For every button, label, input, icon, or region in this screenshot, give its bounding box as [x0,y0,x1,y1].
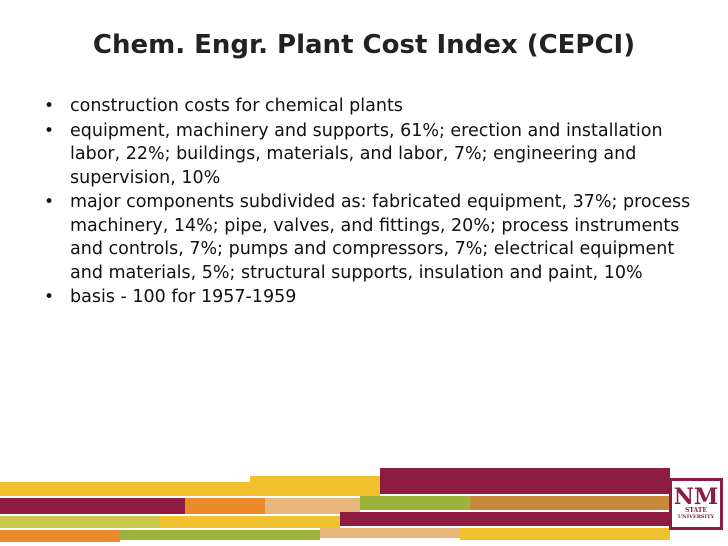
logo-line1: STATE [685,507,707,514]
stripe-gold [0,482,250,496]
bullet-text: major components subdivided as: fabricat… [70,192,691,283]
stripe-lime [0,516,160,528]
stripe-crimson [0,498,185,514]
logo-main-text: NM [673,484,719,510]
stripe-green [360,496,470,510]
bullet-item: • equipment, machinery and supports, 61%;… [42,120,702,191]
stripe-gold [250,476,380,496]
bullet-text: basis - 100 for 1957-1959 [70,287,297,307]
bullet-dot-icon: • [44,120,55,141]
stripe-gold [460,528,670,540]
stripe-crimson [340,512,670,526]
stripe-orange [185,498,265,514]
stripe-tan [265,498,360,514]
stripe-brown [470,496,670,510]
bullet-dot-icon: • [44,287,55,307]
bullet-dot-icon: • [44,96,55,116]
nm-state-logo: NM STATE UNIVERSITY [669,478,723,530]
bullet-list: • construction costs for chemical plants … [42,95,702,311]
stripe-green [120,530,320,540]
bullet-text: equipment, machinery and supports, 61%; … [70,120,663,188]
bullet-item: • major components subdivided as: fabrica… [42,191,702,285]
logo-line2: UNIVERSITY [677,514,715,520]
bullet-text: construction costs for chemical plants [70,96,403,116]
bullet-item: • construction costs for chemical plants [42,95,702,119]
stripe-orange [0,530,120,542]
bullet-dot-icon: • [44,192,55,212]
stripe-tan [320,528,460,538]
stripe-gold [160,516,340,528]
bullet-item: • basis - 100 for 1957-1959 [42,286,702,310]
stripe-crimson [380,468,670,494]
slide-title: Chem. Engr. Plant Cost Index (CEPCI) [92,30,636,60]
